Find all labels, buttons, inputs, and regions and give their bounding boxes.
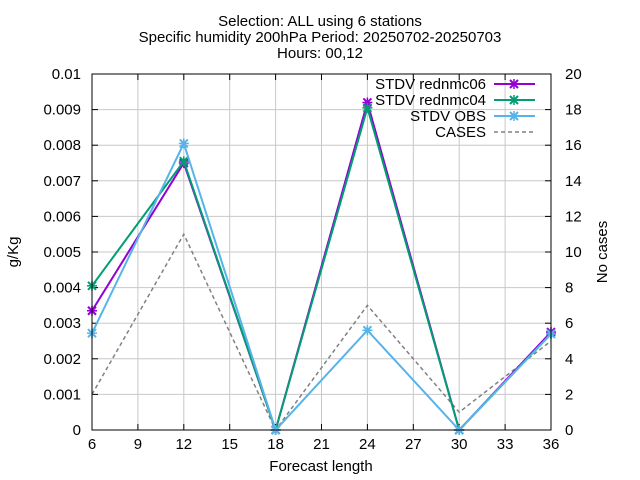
y2-tick-label: 10 [565,244,582,261]
chart-title: Selection: ALL using 6 stations Specific… [139,13,502,62]
y-tick-label: 0.005 [43,244,81,261]
data-point [178,156,189,167]
x-tick-label: 15 [221,436,238,453]
title-line-2: Specific humidity 200hPa Period: 2025070… [139,29,502,46]
legend-item: STDV rednmc06 [375,76,535,93]
y2-tick-label: 18 [565,102,582,119]
plot-frame [91,73,552,431]
data-point [362,102,373,113]
y2-tick-label: 4 [565,351,573,368]
y2-axis-label: No cases [594,221,611,284]
y-tick-label: 0.007 [43,173,81,190]
data-point [362,325,373,336]
data-point [178,138,189,149]
y-tick-label: 0.004 [43,280,81,297]
title-line-1: Selection: ALL using 6 stations [218,13,422,30]
x-tick-label: 27 [405,436,422,453]
y2-tick-label: 20 [565,66,582,83]
y2-tick-label: 8 [565,280,573,297]
y-tick-label: 0.009 [43,102,81,119]
legend-marker [509,95,519,105]
series-line [91,140,552,432]
legend-label: STDV rednmc06 [375,76,486,93]
legend-item: CASES [435,124,535,141]
y-tick-label: 0.01 [52,66,81,83]
x-tick-label: 24 [359,436,376,453]
y-tick-label: 0.001 [43,386,81,403]
x-tick-label: 21 [313,436,330,453]
y2-tick-label: 14 [565,173,582,190]
y-tick-label: 0.006 [43,208,81,225]
legend-label: STDV OBS [410,108,486,125]
series-stdv-obs [87,138,556,435]
legend-item: STDV OBS [410,108,535,125]
legend-label: CASES [435,124,486,141]
x-tick-label: 33 [497,436,514,453]
y-tick-label: 0.003 [43,315,81,332]
x-tick-label: 12 [175,436,192,453]
x-tick-label: 36 [543,436,560,453]
series-cases [91,232,552,432]
legend-marker [509,111,519,121]
y-tick-label: 0.002 [43,351,81,368]
x-tick-label: 9 [134,436,142,453]
y-tick-label: 0 [73,422,81,439]
legend-label: STDV rednmc04 [375,92,486,109]
y2-tick-label: 12 [565,208,582,225]
legend-marker [509,79,519,89]
y2-tick-label: 6 [565,315,573,332]
title-line-3: Hours: 00,12 [277,45,363,62]
series-line [91,232,552,432]
x-tick-label: 18 [267,436,284,453]
x-tick-label: 30 [451,436,468,453]
y-tick-label: 0.008 [43,137,81,154]
legend-item: STDV rednmc04 [375,92,535,109]
y-axis-label: g/Kg [5,237,22,268]
y2-tick-label: 2 [565,386,573,403]
y2-tick-label: 16 [565,137,582,154]
x-tick-label: 6 [88,436,96,453]
x-axis-label: Forecast length [269,458,372,475]
y2-tick-label: 0 [565,422,573,439]
